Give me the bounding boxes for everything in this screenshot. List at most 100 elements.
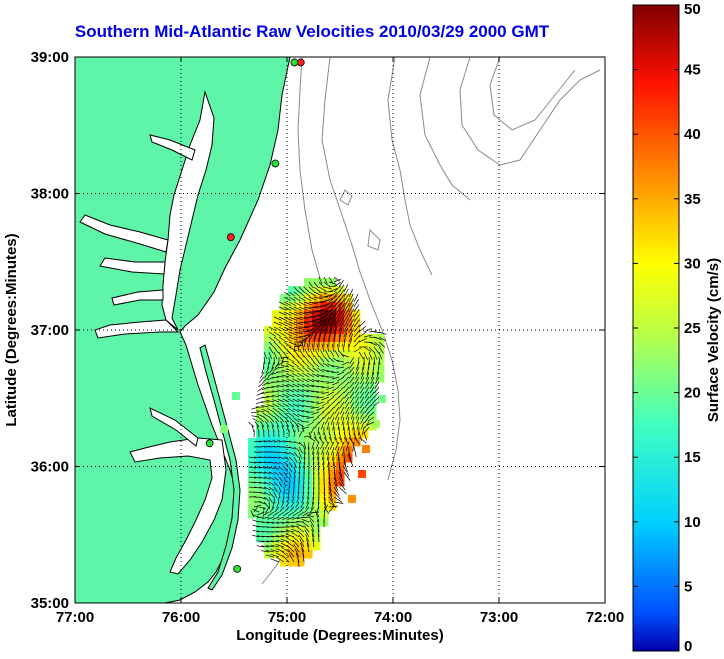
velocity-vector — [278, 451, 285, 454]
velocity-cell — [280, 510, 289, 519]
velocity-vector — [323, 276, 328, 284]
velocity-cell — [272, 310, 281, 319]
velocity-vector — [273, 486, 278, 493]
velocity-vector — [323, 317, 331, 328]
velocity-vector — [248, 421, 255, 428]
velocity-vector — [293, 336, 304, 339]
velocity-cell — [304, 438, 313, 447]
velocity-vector — [288, 341, 298, 346]
velocity-cell — [312, 358, 321, 367]
velocity-vector — [291, 525, 300, 528]
velocity-vector — [273, 456, 280, 459]
velocity-vector — [353, 431, 358, 441]
velocity-cell — [280, 374, 289, 383]
velocity-cell — [288, 550, 297, 559]
velocity-vector — [354, 371, 360, 380]
velocity-cell — [344, 430, 353, 439]
velocity-vector — [364, 416, 370, 424]
velocity-vector — [273, 496, 276, 504]
velocity-cell — [336, 366, 345, 375]
velocity-vector — [333, 326, 338, 338]
velocity-vector — [272, 516, 280, 520]
velocity-cell — [304, 374, 313, 383]
velocity-vector — [248, 461, 256, 464]
velocity-cell — [280, 294, 289, 303]
velocity-vector — [298, 430, 303, 438]
velocity-vector — [256, 540, 265, 543]
velocity-vector — [293, 486, 295, 493]
velocity-vector — [317, 426, 320, 435]
velocity-vector — [259, 376, 265, 383]
velocity-cell — [288, 398, 297, 407]
velocity-vector — [326, 370, 335, 373]
velocity-vector — [330, 446, 335, 456]
velocity-cell — [296, 398, 305, 407]
velocity-cell — [320, 358, 329, 367]
velocity-vector — [294, 506, 300, 513]
velocity-vector — [293, 291, 300, 297]
velocity-vector — [308, 306, 319, 309]
velocity-cell — [288, 366, 297, 375]
velocity-vector — [293, 321, 304, 325]
velocity-vector — [343, 386, 350, 394]
colorbar-tick-label: 10 — [684, 514, 701, 531]
velocity-cell — [368, 334, 377, 343]
velocity-vector — [267, 408, 275, 413]
velocity-vector — [364, 406, 370, 413]
velocity-vector — [318, 355, 325, 363]
velocity-vector — [296, 526, 305, 533]
velocity-cell — [344, 398, 353, 407]
velocity-vector — [258, 491, 267, 495]
velocity-vector — [263, 471, 271, 475]
velocity-cell — [296, 342, 305, 351]
velocity-vector — [338, 302, 346, 313]
velocity-cell — [320, 326, 329, 335]
velocity-vector — [302, 481, 305, 489]
velocity-cell — [304, 446, 313, 455]
velocity-cell — [296, 334, 305, 343]
velocity-vector — [283, 341, 292, 348]
velocity-vector — [338, 280, 344, 288]
velocity-vector — [254, 421, 260, 428]
velocity-cell — [272, 318, 281, 327]
velocity-cell — [288, 406, 297, 415]
velocity-vector — [278, 496, 280, 504]
velocity-vector — [297, 486, 300, 493]
velocity-vector — [316, 514, 320, 523]
velocity-vector — [271, 376, 280, 379]
velocity-vector — [293, 456, 298, 463]
velocity-vector — [297, 409, 305, 413]
velocity-vector — [306, 384, 315, 388]
station-marker — [290, 58, 299, 67]
velocity-cell — [296, 358, 305, 367]
velocity-vector — [328, 316, 336, 328]
velocity-vector — [297, 558, 300, 568]
velocity-vector — [358, 436, 367, 444]
velocity-vector — [365, 381, 370, 389]
velocity-vector — [266, 535, 275, 538]
velocity-vector — [368, 330, 378, 333]
velocity-vector — [278, 511, 285, 517]
velocity-vector — [352, 421, 355, 431]
velocity-vector — [348, 328, 354, 338]
velocity-vector — [258, 496, 267, 500]
velocity-vector — [340, 411, 345, 420]
velocity-cell — [304, 518, 313, 527]
velocity-cell — [272, 374, 281, 383]
velocity-vector — [276, 361, 285, 367]
velocity-vector — [343, 466, 350, 477]
velocity-vector — [313, 312, 325, 318]
velocity-vector — [281, 550, 290, 558]
tributary-york — [111, 289, 164, 306]
velocity-vector — [273, 321, 282, 327]
velocity-vector — [373, 391, 380, 398]
velocity-vector — [253, 471, 261, 474]
velocity-vector — [272, 407, 280, 413]
velocity-vector — [313, 316, 325, 323]
velocity-cell — [312, 470, 321, 479]
velocity-vector — [311, 511, 320, 514]
velocity-vector — [258, 446, 266, 448]
velocity-cell — [296, 446, 305, 455]
velocity-vector — [327, 363, 335, 368]
velocity-vector — [265, 506, 270, 514]
